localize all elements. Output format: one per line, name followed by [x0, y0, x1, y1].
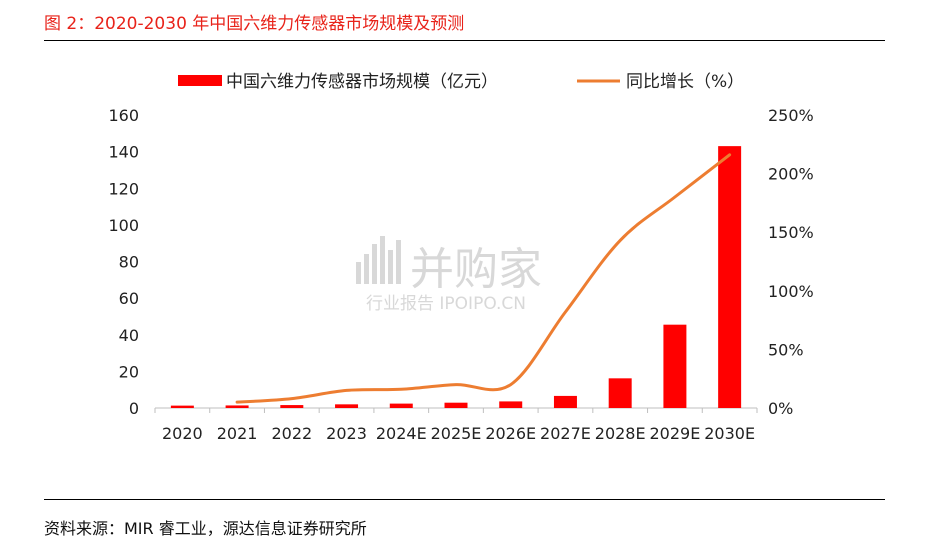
y-left-tick-label: 160	[108, 106, 139, 125]
y-left-tick-label: 0	[129, 399, 139, 418]
legend-line-label: 同比增长（%）	[626, 72, 744, 92]
watermark-main: 并购家	[410, 244, 542, 295]
line-point	[400, 388, 402, 390]
bar	[170, 405, 194, 408]
y-right-tick-label: 100%	[768, 282, 814, 301]
y-left-tick-label: 80	[119, 253, 139, 272]
line-point	[674, 196, 676, 198]
x-tick-label: 2028E	[595, 424, 646, 443]
axes: 2020 2021 2022 2023 2024E 2025E 2026E 2027E 2028…	[108, 106, 813, 443]
bar	[718, 146, 742, 408]
y-left-tick-label: 100	[108, 216, 139, 235]
legend-bar-label: 中国六维力传感器市场规模（亿元）	[226, 72, 498, 92]
y-left-tick-label: 20	[119, 362, 139, 381]
bar-series	[170, 146, 742, 408]
x-tick-label: 2026E	[485, 424, 536, 443]
watermark-logo-icon	[356, 236, 401, 284]
x-tick-label: 2020	[162, 424, 203, 443]
bar	[553, 395, 577, 408]
top-divider	[44, 40, 885, 41]
line-point	[729, 154, 731, 156]
line-point	[346, 389, 348, 391]
y-left-tick-label: 140	[108, 143, 139, 162]
legend-bar-swatch	[178, 75, 222, 86]
y-right-tick-label: 50%	[768, 340, 804, 359]
line-point	[564, 311, 566, 313]
watermark-sub: 行业报告 IPOIPO.CN	[366, 294, 526, 314]
x-tick-label: 2025E	[431, 424, 482, 443]
bar	[663, 324, 687, 408]
bar	[389, 403, 413, 408]
bar	[499, 401, 523, 408]
bottom-divider	[44, 499, 885, 500]
figure-title: 图 2：2020-2030 年中国六维力传感器市场规模及预测	[44, 14, 465, 34]
y-left-tick-label: 60	[119, 289, 139, 308]
y-right-tick-label: 150%	[768, 223, 814, 242]
x-tick-label: 2029E	[649, 424, 700, 443]
x-tick-label: 2030E	[704, 424, 755, 443]
growth-line	[235, 153, 732, 404]
source-note: 资料来源：MIR 睿工业，源达信息证券研究所	[44, 519, 367, 538]
y-right-tick-label: 250%	[768, 106, 814, 125]
bar	[280, 405, 304, 408]
x-tick-label: 2024E	[376, 424, 427, 443]
line-point	[455, 384, 457, 386]
x-tick-label: 2023	[326, 424, 367, 443]
y-right-tick-label: 0%	[768, 399, 793, 418]
x-tick-label: 2021	[217, 424, 258, 443]
line-point	[291, 398, 293, 400]
bar	[225, 405, 249, 408]
growth-line-series	[235, 153, 732, 404]
bar	[608, 378, 632, 408]
line-point	[236, 401, 238, 403]
x-tick-label: 2022	[271, 424, 312, 443]
y-right-tick-label: 200%	[768, 165, 814, 184]
bar	[444, 402, 468, 408]
watermark: 并购家 行业报告 IPOIPO.CN	[356, 236, 542, 314]
line-point	[619, 239, 621, 241]
y-left-tick-label: 120	[108, 179, 139, 198]
bar	[335, 404, 359, 408]
line-point	[510, 384, 512, 386]
y-left-tick-label: 40	[119, 326, 139, 345]
x-tick-label: 2027E	[540, 424, 591, 443]
legend: 中国六维力传感器市场规模（亿元） 同比增长（%）	[178, 72, 744, 92]
